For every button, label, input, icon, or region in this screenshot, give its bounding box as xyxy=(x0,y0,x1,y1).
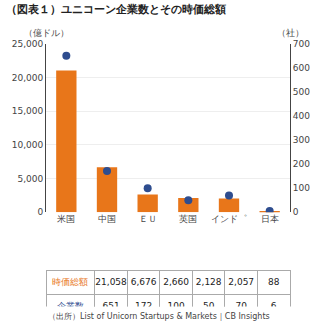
svg-text:300: 300 xyxy=(293,135,310,145)
svg-text:中国: 中国 xyxy=(98,214,116,224)
svg-text:200: 200 xyxy=(293,159,310,169)
svg-text:20,000: 20,000 xyxy=(12,73,44,83)
svg-text:企業数: 企業数 xyxy=(57,301,84,306)
svg-text:2,660: 2,660 xyxy=(163,277,189,287)
svg-text:172: 172 xyxy=(135,301,152,306)
svg-text:100: 100 xyxy=(168,301,185,306)
svg-text:英国: 英国 xyxy=(179,214,197,224)
svg-text:0: 0 xyxy=(37,207,43,217)
svg-text:2,057: 2,057 xyxy=(228,277,254,287)
svg-text:50: 50 xyxy=(203,301,215,306)
svg-text:10,000: 10,000 xyxy=(12,140,44,150)
svg-text:15,000: 15,000 xyxy=(12,106,44,116)
svg-text:（億ドル）: （億ドル） xyxy=(24,28,69,38)
svg-text:6: 6 xyxy=(271,301,277,306)
svg-text:25,000: 25,000 xyxy=(12,39,44,49)
svg-text:米国: 米国 xyxy=(57,214,75,224)
svg-text:70: 70 xyxy=(235,301,247,306)
svg-text:0: 0 xyxy=(293,207,299,217)
svg-text:600: 600 xyxy=(293,63,310,73)
svg-text:700: 700 xyxy=(293,39,310,49)
svg-text:21,058: 21,058 xyxy=(95,277,127,287)
svg-text:（図表１）ユニコーン企業数とその時価総額: （図表１）ユニコーン企業数とその時価総額 xyxy=(6,3,226,16)
svg-text:6,676: 6,676 xyxy=(131,277,157,287)
svg-text:時価総額: 時価総額 xyxy=(52,277,88,287)
svg-text:ＥＵ: ＥＵ xyxy=(139,214,157,224)
svg-text:2,128: 2,128 xyxy=(196,277,222,287)
svg-text:100: 100 xyxy=(293,183,310,193)
svg-text:（社）: （社） xyxy=(277,28,304,38)
svg-text:500: 500 xyxy=(293,87,310,97)
svg-text:5,000: 5,000 xyxy=(17,174,43,184)
svg-text:88: 88 xyxy=(268,277,280,287)
svg-text:651: 651 xyxy=(102,301,119,306)
svg-text:インド゜: インド゜ xyxy=(211,214,247,224)
svg-text:日本: 日本 xyxy=(261,214,279,224)
svg-text:400: 400 xyxy=(293,111,310,121)
svg-text:（出所）List of Unicorn Startups &: （出所）List of Unicorn Startups & Markets｜C… xyxy=(48,312,270,321)
